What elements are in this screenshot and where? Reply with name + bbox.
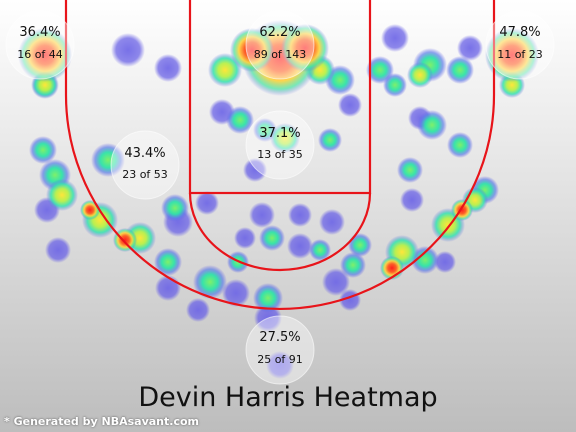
zone-pct-top-three: 27.5% <box>259 330 300 345</box>
court-lines <box>64 0 496 311</box>
heat-blob <box>253 283 283 313</box>
heat-blob <box>222 279 250 307</box>
heat-blob <box>226 106 254 134</box>
zone-count-restricted-area: 89 of 143 <box>254 48 307 61</box>
heat-blob <box>348 233 372 257</box>
heat-blob <box>113 228 137 252</box>
zone-pct-restricted-area: 62.2% <box>259 25 300 40</box>
zone-bubble <box>245 315 315 385</box>
heat-blob <box>186 298 210 322</box>
three-point-arc <box>64 94 496 311</box>
free-throw-arc <box>188 192 372 272</box>
heat-blob <box>319 209 345 235</box>
heat-blob <box>407 62 433 88</box>
heat-blob <box>417 110 447 140</box>
heat-blob <box>195 191 219 215</box>
heat-blob <box>400 188 424 212</box>
heat-blob <box>80 200 100 220</box>
heat-blob <box>249 202 275 228</box>
heat-blob <box>340 252 366 278</box>
heat-blob <box>281 24 329 72</box>
zone-bubble <box>485 10 555 80</box>
heat-blob <box>288 203 312 227</box>
zone-bubble <box>5 10 75 80</box>
heat-blob <box>318 128 342 152</box>
zone-count-right-corner: 11 of 23 <box>497 48 543 61</box>
heat-blob <box>193 265 227 299</box>
heat-blob <box>18 28 72 82</box>
zone-count-left-corner: 16 of 44 <box>17 48 63 61</box>
heat-blob <box>243 158 267 182</box>
heat-blob <box>234 227 256 249</box>
zone-count-left-wing-mid: 23 of 53 <box>122 168 168 181</box>
zone-pct-right-corner: 47.8% <box>499 25 540 40</box>
heat-blob <box>45 237 71 263</box>
chart-title: Devin Harris Heatmap <box>138 382 438 413</box>
paint-box <box>188 0 372 195</box>
zone-pct-left-wing-mid: 43.4% <box>124 146 165 161</box>
zone-bubble <box>245 10 315 80</box>
heat-blob <box>338 93 362 117</box>
heat-blob <box>446 56 474 84</box>
heat-blob <box>397 157 423 183</box>
heat-blob <box>322 268 350 296</box>
heat-blob <box>29 136 57 164</box>
heat-blob <box>457 35 483 61</box>
zone-count-top-three: 25 of 91 <box>257 353 303 366</box>
heat-blob <box>383 73 407 97</box>
heat-blob <box>91 143 125 177</box>
zone-count-paint: 13 of 35 <box>257 148 303 161</box>
zone-bubble <box>110 130 180 200</box>
credit-text: * Generated by NBAsavant.com <box>4 415 199 428</box>
zone-labels: 36.4% 16 of 44 62.2% 89 of 143 47.8% 11 … <box>17 25 543 366</box>
heat-blob <box>161 194 189 222</box>
heat-blobs <box>18 20 539 379</box>
heat-blob <box>381 24 409 52</box>
heat-blob <box>287 233 313 259</box>
heat-blob <box>259 225 285 251</box>
heat-blob <box>154 54 182 82</box>
heat-blob <box>270 123 300 153</box>
zone-bubbles <box>5 10 555 385</box>
heat-blob <box>266 351 294 379</box>
zone-pct-left-corner: 36.4% <box>19 25 60 40</box>
heat-blob <box>46 179 78 211</box>
heat-blob <box>434 251 456 273</box>
heat-blob <box>447 132 473 158</box>
heat-blob <box>155 275 181 301</box>
heat-blob <box>111 33 145 67</box>
heat-blob <box>309 239 331 261</box>
zone-pct-paint: 37.1% <box>259 126 300 141</box>
heat-blob <box>485 28 539 82</box>
zone-bubble <box>245 110 315 180</box>
heat-blob <box>154 248 182 276</box>
heat-blob <box>230 28 274 72</box>
